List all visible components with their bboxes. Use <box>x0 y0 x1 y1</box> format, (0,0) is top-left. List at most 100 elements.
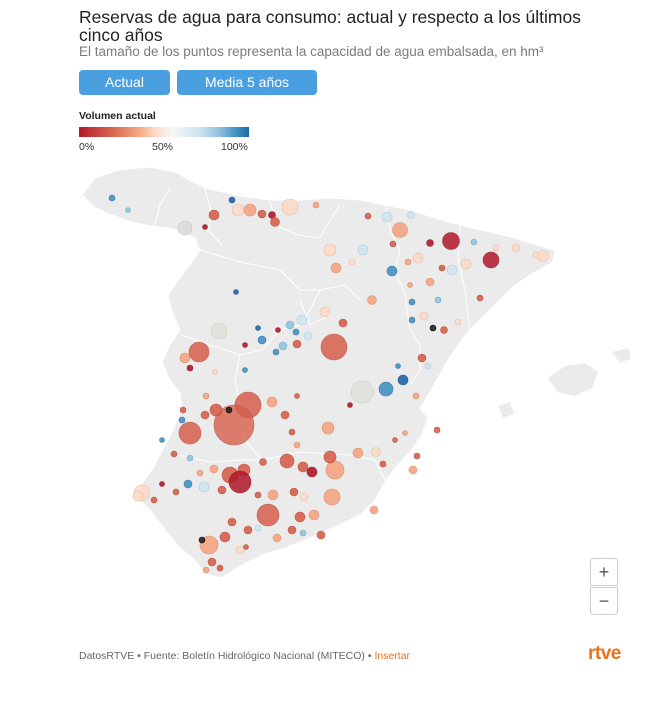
reservoir-bubble[interactable] <box>266 396 278 408</box>
reservoir-bubble[interactable] <box>254 524 262 532</box>
reservoir-bubble[interactable] <box>296 314 308 326</box>
reservoir-bubble[interactable] <box>227 517 237 527</box>
reservoir-bubble[interactable] <box>233 289 239 295</box>
reservoir-bubble[interactable] <box>424 362 432 370</box>
reservoir-bubble[interactable] <box>186 454 194 462</box>
reservoir-bubble[interactable] <box>292 328 300 336</box>
reservoir-bubble[interactable] <box>367 295 377 305</box>
reservoir-bubble[interactable] <box>188 341 210 363</box>
reservoir-bubble[interactable] <box>285 320 295 330</box>
reservoir-bubble[interactable] <box>270 217 280 227</box>
reservoir-bubble[interactable] <box>200 410 210 420</box>
reservoir-bubble[interactable] <box>364 212 372 220</box>
reservoir-bubble[interactable] <box>293 441 301 449</box>
reservoir-bubble[interactable] <box>389 240 397 248</box>
reservoir-bubble[interactable] <box>209 464 219 474</box>
reservoir-bubble[interactable] <box>325 460 345 480</box>
reservoir-bubble[interactable] <box>183 479 193 489</box>
reservoir-bubble[interactable] <box>289 487 299 497</box>
reservoir-bubble[interactable] <box>397 374 409 386</box>
reservoir-bubble[interactable] <box>395 363 401 369</box>
reservoir-bubble[interactable] <box>294 393 300 399</box>
reservoir-bubble[interactable] <box>297 461 309 473</box>
reservoir-bubble[interactable] <box>350 380 374 404</box>
reservoir-bubble[interactable] <box>412 392 420 400</box>
reservoir-bubble[interactable] <box>280 410 290 420</box>
reservoir-bubble[interactable] <box>299 492 309 502</box>
reservoir-bubble[interactable] <box>172 488 180 496</box>
reservoir-bubble[interactable] <box>150 496 158 504</box>
actual-button[interactable]: Actual <box>79 70 170 95</box>
reservoir-bubble[interactable] <box>208 209 220 221</box>
reservoir-bubble[interactable] <box>408 298 416 306</box>
reservoir-bubble[interactable] <box>404 258 412 266</box>
reservoir-bubble[interactable] <box>347 402 353 408</box>
reservoir-bubble[interactable] <box>378 381 394 397</box>
reservoir-bubble[interactable] <box>231 203 245 217</box>
reservoir-bubble[interactable] <box>256 503 280 527</box>
reservoir-bubble[interactable] <box>202 224 208 230</box>
reservoir-bubble[interactable] <box>210 322 228 340</box>
reservoir-bubble[interactable] <box>257 335 267 345</box>
reservoir-bubble[interactable] <box>177 220 193 236</box>
reservoir-bubble[interactable] <box>242 342 248 348</box>
reservoir-bubble[interactable] <box>213 404 255 446</box>
reservoir-bubble[interactable] <box>243 525 253 535</box>
reservoir-bubble[interactable] <box>369 505 379 515</box>
reservoir-bubble[interactable] <box>312 201 320 209</box>
reservoir-bubble[interactable] <box>320 333 348 361</box>
reservoir-bubble[interactable] <box>207 557 217 567</box>
reservoir-bubble[interactable] <box>454 318 462 326</box>
reservoir-bubble[interactable] <box>288 428 296 436</box>
reservoir-bubble[interactable] <box>278 341 288 351</box>
reservoir-bubble[interactable] <box>476 294 484 302</box>
reservoir-bubble[interactable] <box>198 481 210 493</box>
reservoir-bubble[interactable] <box>294 511 306 523</box>
reservoir-bubble[interactable] <box>275 327 281 333</box>
reservoir-bubble[interactable] <box>386 265 398 277</box>
reservoir-bubble[interactable] <box>433 426 441 434</box>
reservoir-bubble[interactable] <box>159 437 165 443</box>
reservoir-bubble[interactable] <box>217 485 227 495</box>
reservoir-bubble[interactable] <box>392 437 398 443</box>
reservoir-bubble[interactable] <box>272 348 280 356</box>
reservoir-bubble[interactable] <box>408 465 418 475</box>
reservoir-bubble[interactable] <box>460 258 472 270</box>
reservoir-bubble[interactable] <box>279 453 295 469</box>
reservoir-bubble[interactable] <box>316 530 326 540</box>
reservoir-bubble[interactable] <box>267 489 279 501</box>
reservoir-bubble[interactable] <box>209 403 223 417</box>
reservoir-bubble[interactable] <box>243 203 257 217</box>
reservoir-bubble[interactable] <box>323 243 337 257</box>
reservoir-bubble[interactable] <box>379 460 387 468</box>
reservoir-bubble[interactable] <box>198 536 206 544</box>
reservoir-bubble[interactable] <box>159 481 165 487</box>
reservoir-bubble[interactable] <box>178 421 202 445</box>
reservoir-bubble[interactable] <box>426 239 434 247</box>
reservoir-bubble[interactable] <box>306 466 318 478</box>
reservoir-bubble[interactable] <box>292 339 302 349</box>
reservoir-bubble[interactable] <box>330 262 342 274</box>
media-5-anos-button[interactable]: Media 5 años <box>177 70 317 95</box>
reservoir-bubble[interactable] <box>219 531 231 543</box>
reservoir-bubble[interactable] <box>235 545 245 555</box>
reservoir-bubble[interactable] <box>257 209 267 219</box>
reservoir-bubble[interactable] <box>470 238 478 246</box>
reservoir-bubble[interactable] <box>392 222 408 238</box>
reservoir-bubble[interactable] <box>446 264 458 276</box>
reservoir-bubble[interactable] <box>440 326 448 334</box>
reservoir-bubble[interactable] <box>442 232 460 250</box>
reservoir-bubble[interactable] <box>179 406 187 414</box>
zoom-in-button[interactable]: + <box>590 558 618 586</box>
reservoir-bubble[interactable] <box>429 324 437 332</box>
reservoir-bubble[interactable] <box>438 264 446 272</box>
reservoir-bubble[interactable] <box>108 194 116 202</box>
reservoir-bubble[interactable] <box>178 416 186 424</box>
reservoir-bubble[interactable] <box>228 470 252 494</box>
reservoir-bubble[interactable] <box>412 252 424 264</box>
reservoir-bubble[interactable] <box>242 367 248 373</box>
reservoir-bubble[interactable] <box>338 318 348 328</box>
reservoir-bubble[interactable] <box>281 198 299 216</box>
reservoir-bubble[interactable] <box>319 306 331 318</box>
reservoir-bubble[interactable] <box>425 277 435 287</box>
